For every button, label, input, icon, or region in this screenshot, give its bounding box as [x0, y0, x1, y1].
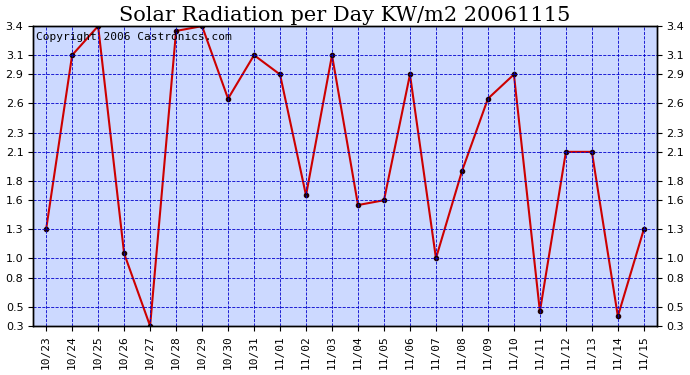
Text: Copyright 2006 Castronics.com: Copyright 2006 Castronics.com [37, 32, 232, 42]
Title: Solar Radiation per Day KW/m2 20061115: Solar Radiation per Day KW/m2 20061115 [119, 6, 571, 24]
